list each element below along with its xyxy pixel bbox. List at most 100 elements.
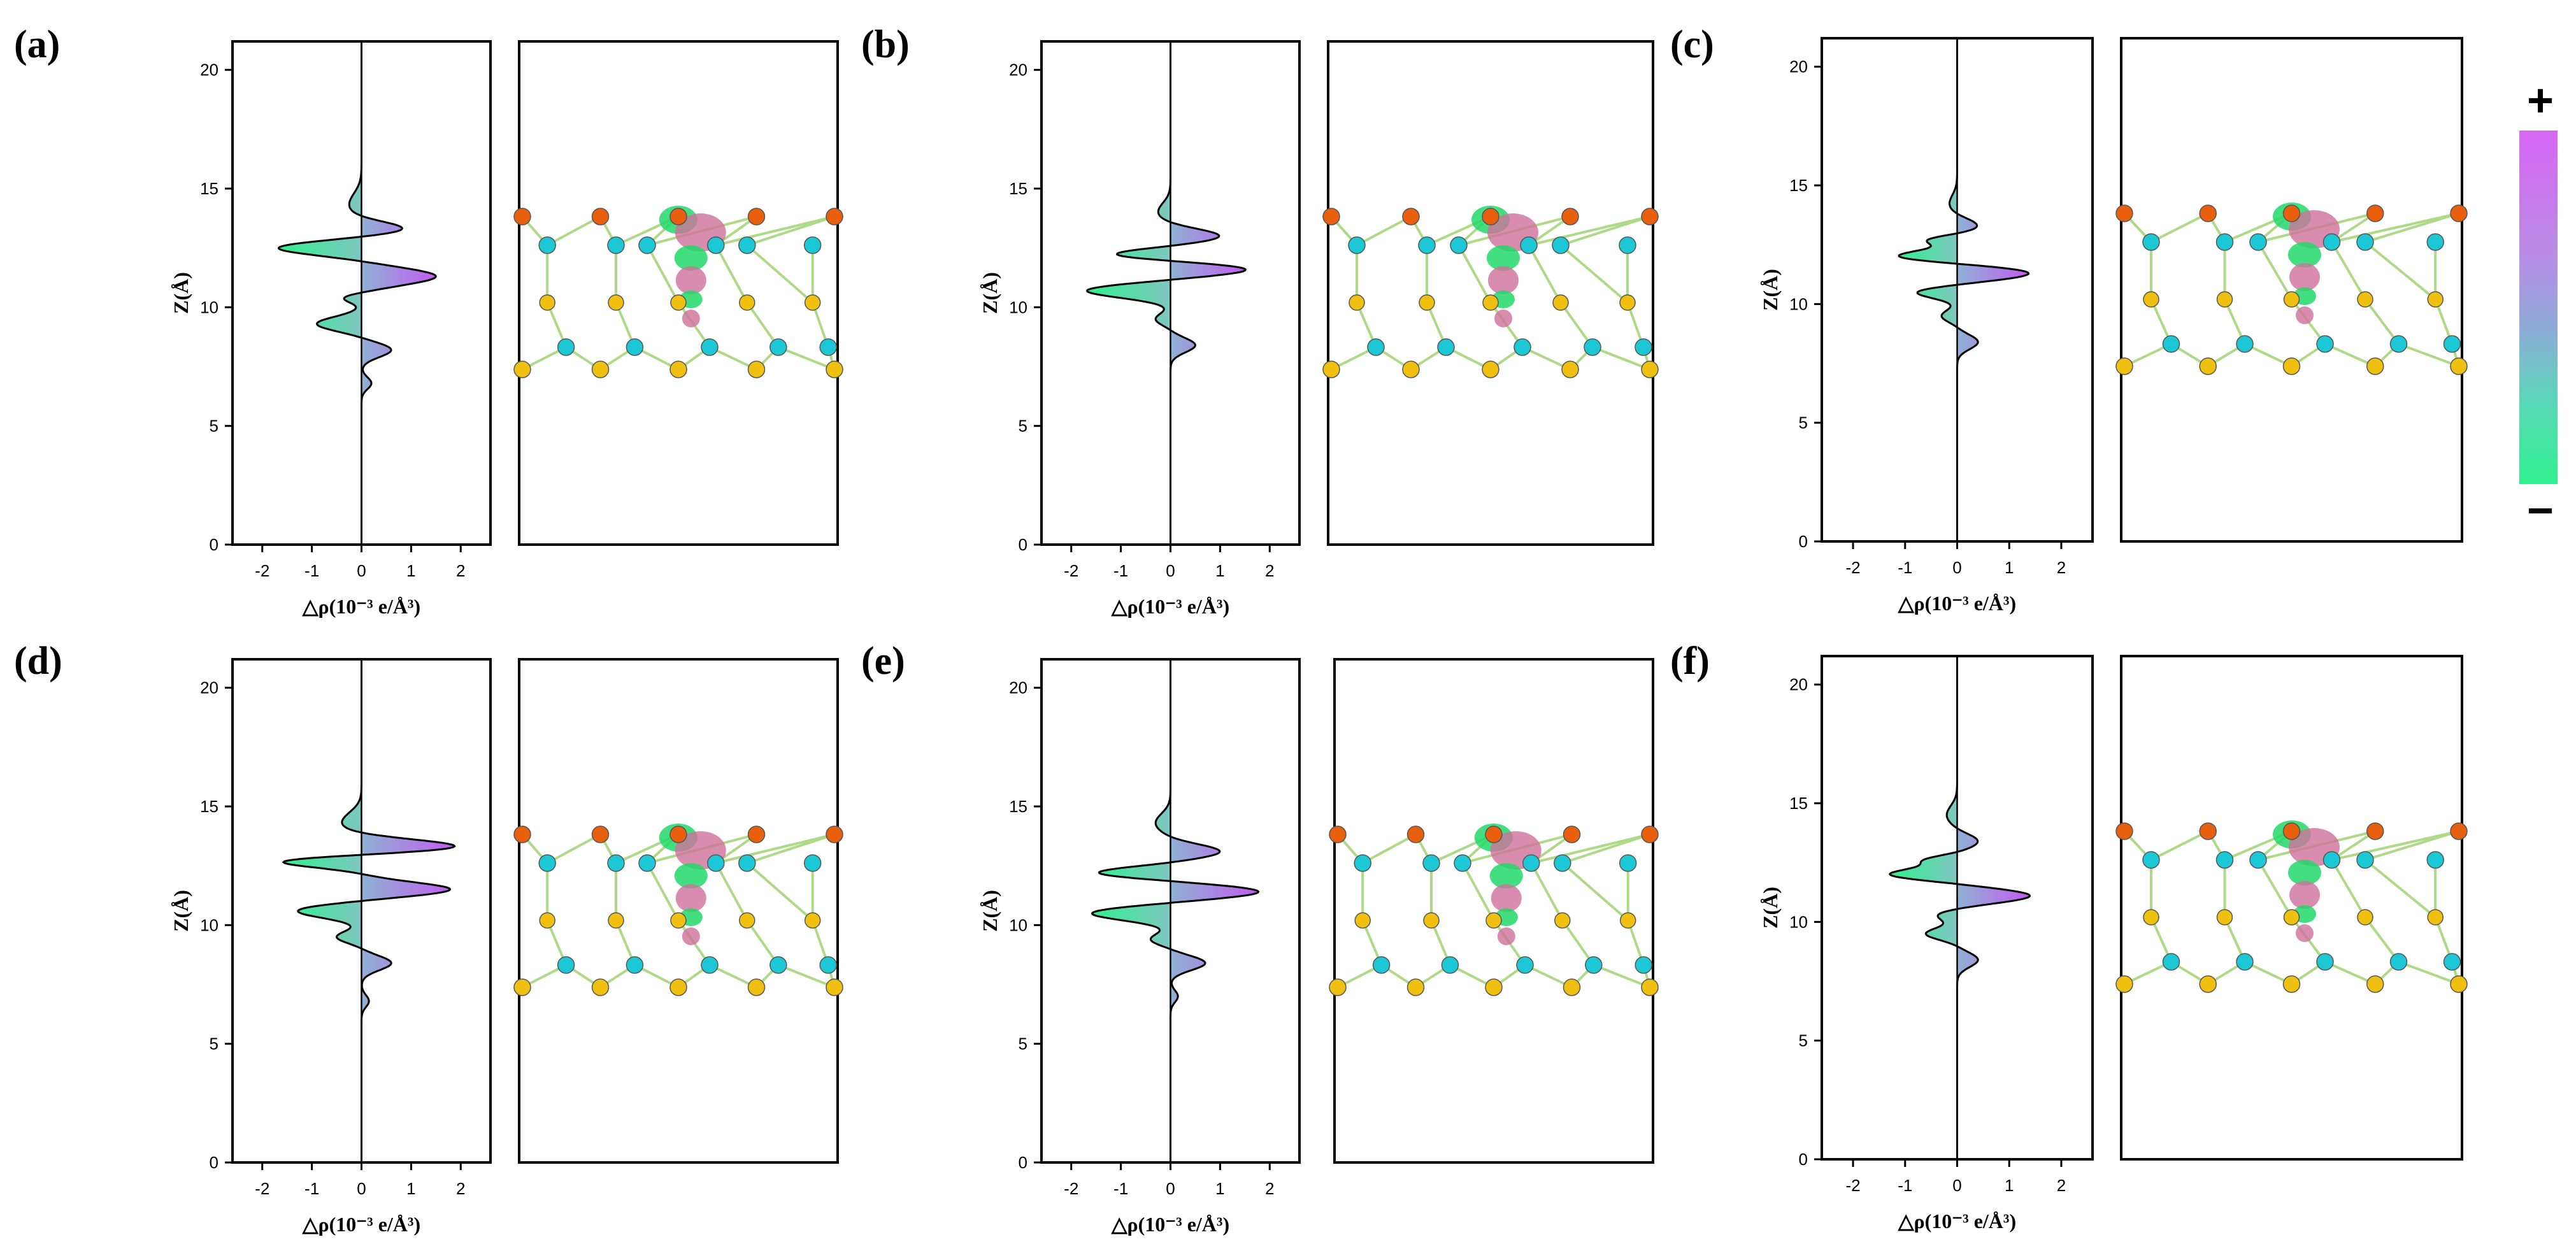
s-atom <box>513 361 531 378</box>
y-tick-label: 5 <box>1019 1034 1027 1054</box>
s-atom <box>2115 357 2133 375</box>
panel-label: (c) <box>1670 23 1714 66</box>
edge-atom <box>1561 208 1579 225</box>
s-atom <box>539 912 555 929</box>
y-tick-label: 15 <box>1009 179 1027 198</box>
mo-atom <box>2426 233 2444 251</box>
s-atom <box>2357 291 2373 308</box>
depletion-lobe <box>1487 245 1520 271</box>
mo-atom <box>626 956 644 974</box>
x-axis-label: △ρ(10⁻³ e/Å³) <box>1111 595 1229 618</box>
s-atom <box>669 978 687 996</box>
mo-atom <box>626 338 644 356</box>
bond <box>1561 862 1629 922</box>
y-tick-label: 10 <box>200 297 218 317</box>
depletion-lobe <box>1489 863 1523 889</box>
x-tick-label: 2 <box>1265 561 1274 580</box>
s-atom <box>670 912 687 929</box>
accumulation-lobe <box>1491 884 1522 912</box>
s-atom <box>1552 294 1569 311</box>
s-atom <box>2283 909 2300 926</box>
s-atom <box>1329 978 1347 996</box>
mo-atom <box>638 854 656 872</box>
edge-atom <box>591 826 610 843</box>
y-axis-label: Z(Å) <box>978 890 1001 932</box>
panel-label: (a) <box>14 23 60 66</box>
y-tick-label: 0 <box>210 535 218 554</box>
x-tick-label: -1 <box>304 1179 319 1198</box>
mo-atom <box>1635 956 1652 974</box>
bond <box>2330 241 2366 301</box>
mo-atom <box>701 956 719 974</box>
mo-atom <box>819 338 837 356</box>
s-atom <box>2427 909 2444 926</box>
mo-atom <box>1454 854 1471 872</box>
mo-atom <box>2322 233 2341 251</box>
bond <box>547 215 601 247</box>
mo-atom <box>1372 956 1391 974</box>
bond <box>646 862 680 921</box>
edge-atom <box>2115 822 2133 840</box>
mo-atom <box>2356 233 2374 251</box>
x-tick-label: -2 <box>1064 1179 1078 1198</box>
accumulation-lobe <box>1497 927 1515 945</box>
x-tick-label: 2 <box>456 1179 465 1198</box>
bond <box>715 862 748 921</box>
mo-atom <box>2249 851 2267 869</box>
mo-atom <box>1619 236 1636 254</box>
edge-atom <box>1402 208 1420 225</box>
s-atom <box>670 294 687 311</box>
x-tick-label: 1 <box>406 561 415 580</box>
x-tick-label: 1 <box>2005 1176 2014 1195</box>
edge-atom <box>747 208 766 225</box>
bond <box>2324 343 2376 368</box>
accumulation-lobe <box>682 927 700 945</box>
structure-frame <box>1327 40 1654 546</box>
mo-atom <box>769 956 787 974</box>
depletion-lobe <box>2288 242 2321 268</box>
mo-atom <box>1516 956 1534 974</box>
mo-atom <box>803 854 822 872</box>
x-tick-label: -1 <box>1113 561 1128 580</box>
mo-atom <box>607 236 625 254</box>
y-axis-label: Z(Å) <box>1759 269 1782 311</box>
edge-atom <box>1485 826 1503 843</box>
edge-atom <box>826 826 843 843</box>
mo-atom <box>1450 236 1468 254</box>
bond <box>2331 212 2459 243</box>
y-tick-label: 20 <box>200 61 218 80</box>
s-atom <box>739 912 755 929</box>
s-atom <box>1419 294 1435 311</box>
s-atom <box>747 361 766 378</box>
edge-atom <box>591 208 610 225</box>
profile-line <box>1091 659 1260 1162</box>
profile-line <box>1888 656 2031 1159</box>
bond <box>1362 833 1417 864</box>
bond <box>2364 916 2400 963</box>
edge-atom <box>2366 204 2384 222</box>
structure-frame <box>2120 37 2463 543</box>
mo-atom <box>803 236 822 254</box>
y-tick-label: 5 <box>1019 417 1027 436</box>
mo-atom <box>2215 851 2234 869</box>
s-atom <box>1402 361 1420 378</box>
edge-atom <box>669 208 687 225</box>
x-tick-label: -1 <box>1898 1176 1912 1195</box>
panel-label: (d) <box>14 640 62 683</box>
panel-label: (e) <box>861 640 905 683</box>
s-atom <box>2366 357 2384 375</box>
y-tick-label: 10 <box>1789 294 1808 313</box>
s-atom <box>591 978 610 996</box>
positive-area <box>1170 41 1246 545</box>
mo-atom <box>2236 953 2254 971</box>
edge-atom <box>2282 822 2301 840</box>
mo-atom <box>1437 338 1455 356</box>
positive-area <box>361 659 455 1162</box>
x-tick-label: 0 <box>1166 561 1175 580</box>
mo-atom <box>2215 233 2234 251</box>
y-tick-label: 15 <box>200 797 218 816</box>
y-tick-label: 15 <box>1789 794 1808 813</box>
accumulation-lobe <box>2289 263 2320 291</box>
x-tick-label: 0 <box>1166 1179 1175 1198</box>
